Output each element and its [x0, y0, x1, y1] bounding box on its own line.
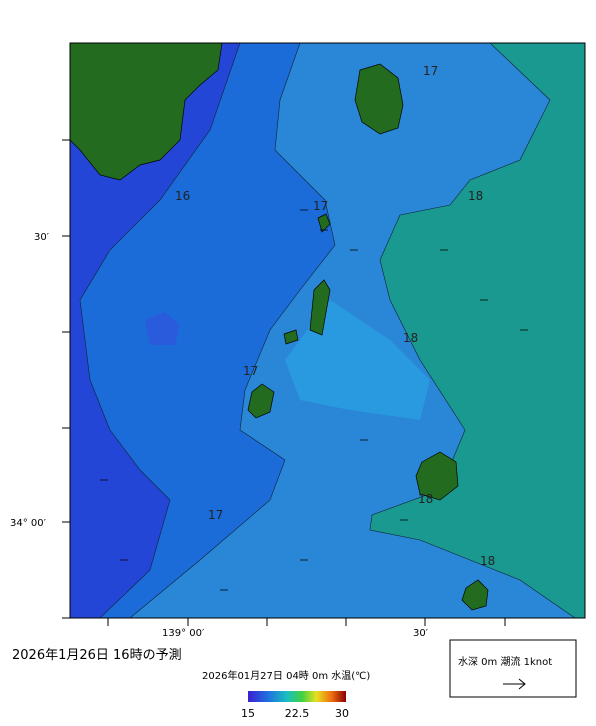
ticks — [62, 139, 506, 626]
colorbar-tick: 15 — [241, 707, 255, 720]
lon-label: 139° 00′ — [162, 628, 205, 639]
legend-box — [449, 639, 577, 698]
legend-arrow — [503, 678, 526, 690]
lat-label: 34° 00′ — [10, 518, 47, 529]
colorbar-tick: 22.5 — [285, 707, 310, 720]
land — [70, 43, 489, 611]
contour-label: 17 — [208, 508, 223, 522]
island — [354, 63, 404, 135]
island — [309, 279, 331, 336]
island — [317, 213, 331, 233]
contour-label: 17 — [423, 64, 438, 78]
island — [415, 451, 459, 501]
forecast-time: 2026年1月26日 16時の予測 — [12, 648, 182, 663]
current-arrows — [100, 209, 528, 591]
island — [461, 579, 489, 611]
izu-peninsula — [70, 43, 223, 181]
contour-label: 16 — [175, 189, 190, 203]
contour-label: 17 — [313, 199, 328, 213]
colorbar — [248, 691, 346, 702]
lon-label: 30′ — [413, 628, 429, 639]
contour-label: 17 — [243, 364, 258, 378]
lat-label: 30′ — [34, 232, 50, 243]
contour-label: 18 — [480, 554, 495, 568]
island — [283, 329, 299, 345]
sea-cold-patch — [145, 312, 180, 345]
map-frame — [69, 42, 586, 619]
contour-label: 18 — [468, 189, 483, 203]
legend-text: 水深 0m 潮流 1knot — [458, 655, 552, 668]
map — [70, 43, 585, 618]
colorbar-title: 2026年01月27日 04時 0m 水温(℃) — [202, 669, 370, 682]
contour-label: 18 — [403, 331, 418, 345]
contour-label: 18 — [418, 492, 433, 506]
island — [247, 383, 275, 419]
colorbar-tick: 30 — [335, 707, 349, 720]
